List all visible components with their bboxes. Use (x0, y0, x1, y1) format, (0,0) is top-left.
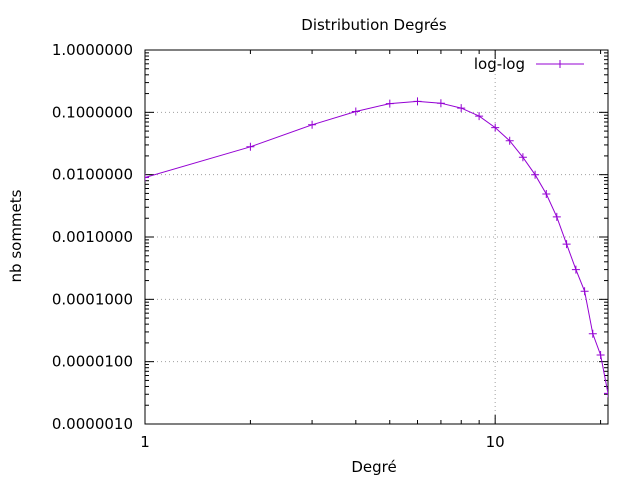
data-point (596, 351, 605, 359)
data-point (580, 287, 589, 296)
series-layer (145, 97, 608, 398)
data-point (552, 212, 561, 221)
series-line (145, 100, 608, 394)
data-point (588, 329, 597, 338)
legend-marker-plus (556, 60, 564, 68)
y-axis-label: nb sommets (7, 189, 25, 282)
data-point (491, 123, 500, 132)
tick-labels: 1.0000000 0.1000000 0.0100000 0.0010000 0.00… (52, 41, 505, 451)
y-tick-label: 0.0000010 (52, 415, 133, 433)
data-point (351, 107, 360, 116)
y-tick-label: 0.0010000 (52, 228, 133, 246)
data-point (531, 170, 540, 179)
x-tick-label: 1 (140, 433, 150, 451)
data-point (518, 153, 527, 162)
axes (144, 49, 609, 425)
plot-border (144, 49, 609, 425)
data-point (145, 173, 149, 182)
chart-title: Distribution Degrés (301, 16, 447, 34)
data-point (308, 120, 317, 129)
y-tick-label: 0.0000100 (52, 353, 133, 371)
data-point (385, 99, 394, 108)
data-point (436, 99, 445, 108)
data-point (505, 136, 514, 145)
series-log-log (145, 97, 608, 398)
data-point (542, 190, 551, 198)
x-axis-label: Degré (351, 458, 396, 476)
y-tick-label: 0.0001000 (52, 290, 133, 308)
y-tick-label: 0.0100000 (52, 166, 133, 184)
data-point (246, 142, 255, 151)
legend-label: log-log (474, 55, 525, 73)
y-tick-label: 0.1000000 (52, 103, 133, 121)
data-point (604, 389, 608, 398)
legend-marker (556, 60, 564, 68)
data-point (571, 265, 580, 274)
data-point (562, 240, 571, 249)
data-point (457, 104, 466, 113)
data-point (413, 97, 422, 106)
x-tick-label: 10 (486, 433, 505, 451)
data-point (475, 112, 484, 121)
legend: log-log (474, 55, 584, 73)
y-tick-label: 1.0000000 (52, 41, 133, 59)
